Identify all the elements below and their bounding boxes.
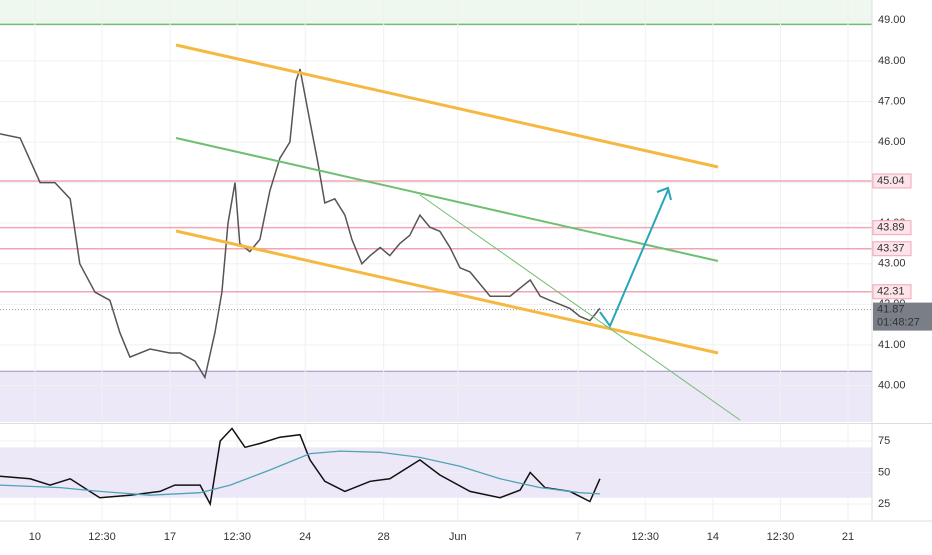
marks <box>0 68 601 507</box>
level-label-box <box>872 173 912 189</box>
axis: 40.0041.0042.0043.0044.0045.0046.0047.00… <box>0 0 932 543</box>
y-tick-label: 49.00 <box>878 14 906 26</box>
trend-line-thin <box>419 194 741 421</box>
y-tick-label: 40.00 <box>878 379 906 391</box>
x-tick-label: 24 <box>299 531 311 543</box>
x-tick-label: 12:30 <box>223 531 251 543</box>
projection-arrow <box>599 189 669 329</box>
y-tick-label: 43.00 <box>878 258 906 270</box>
countdown-label: 01:48:27 <box>877 317 920 329</box>
y-tick-label: 48.00 <box>878 55 906 67</box>
support-zone <box>0 371 872 422</box>
x-tick-label: 10 <box>29 531 41 543</box>
y-tick-label: 41.00 <box>878 339 906 351</box>
level-label: 45.04 <box>877 175 905 187</box>
arrow-head <box>656 186 672 201</box>
y-tick-label: 50 <box>878 466 890 478</box>
last-price-box <box>873 302 932 331</box>
level-label-box <box>872 220 912 236</box>
channel-top <box>175 43 719 169</box>
y-tick-label: 25 <box>878 498 890 510</box>
y-tick-label: 75 <box>878 435 890 447</box>
level-label: 43.37 <box>877 243 905 255</box>
price-line <box>0 427 601 507</box>
drawings <box>175 43 741 421</box>
rsi-ma <box>0 450 600 496</box>
x-tick-label: 28 <box>378 531 390 543</box>
y-tick-label: 47.00 <box>878 95 906 107</box>
channel-bottom <box>175 229 719 355</box>
price-line <box>0 68 601 380</box>
x-tick-label: 21 <box>842 531 854 543</box>
x-tick-label: 17 <box>164 531 176 543</box>
level-label: 42.31 <box>877 286 905 298</box>
grid <box>0 0 872 520</box>
trend-line <box>175 137 719 262</box>
last-price-label: 41.87 <box>877 304 905 316</box>
x-tick-label: Jun <box>449 531 467 543</box>
level-label: 43.89 <box>877 222 905 234</box>
level-label-box <box>872 241 912 257</box>
x-tick-label: 12:30 <box>88 531 116 543</box>
x-tick-label: 12:30 <box>632 531 660 543</box>
x-tick-label: 7 <box>575 531 581 543</box>
x-tick-label: 12:30 <box>767 531 795 543</box>
y-tick-label: 46.00 <box>878 136 906 148</box>
level-label-box <box>872 284 912 300</box>
x-tick-label: 14 <box>707 531 719 543</box>
